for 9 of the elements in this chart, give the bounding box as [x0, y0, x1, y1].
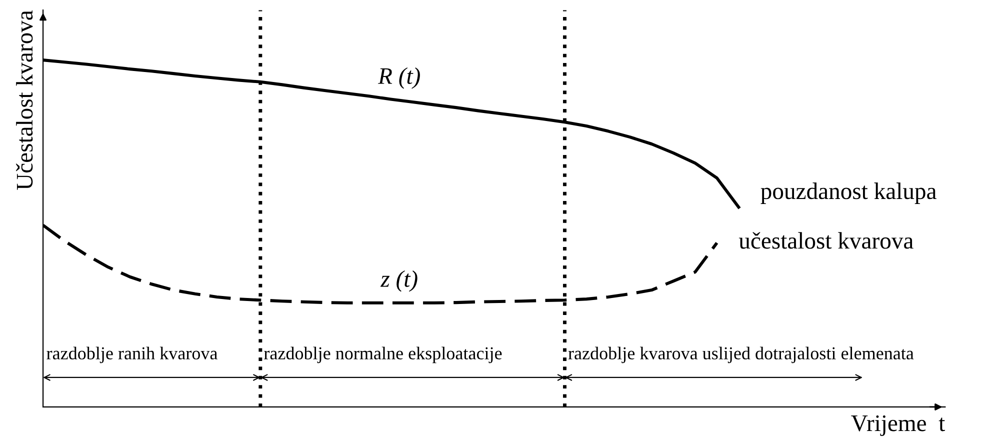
series-label: učestalost kvarova — [738, 232, 914, 249]
series-label: pouzdanost kalupa — [760, 182, 936, 204]
annotation: razdoblje normalne eksploatacije — [264, 346, 502, 364]
annotation: R (t) — [378, 67, 420, 89]
annotation: z (t) — [380, 270, 418, 292]
y-axis-title: Učestalost kvarova — [16, 10, 33, 190]
annotation: razdoblje kvarova uslijed dotrajalosti elemenata — [568, 346, 914, 364]
x-axis-title: Vrijeme t — [851, 415, 946, 436]
annotation: razdoblje ranih kvarova — [46, 346, 218, 364]
